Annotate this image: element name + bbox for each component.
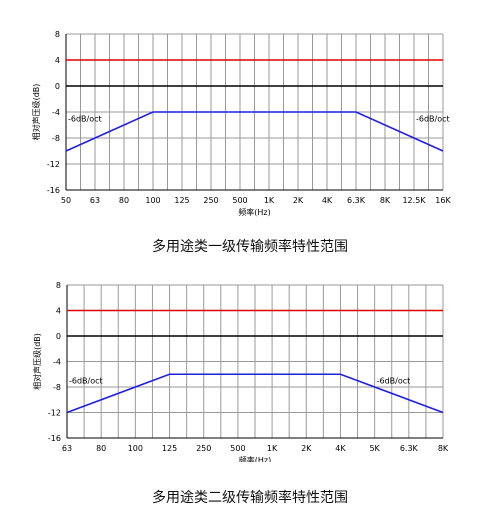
chart2-x-tick-label: 250 [196, 444, 211, 453]
chart2-x-tick-label: 6.3K [400, 444, 419, 453]
chart2-y-tick-label: -16 [48, 434, 61, 443]
chart2-slope-annotation: -6dB/oct [377, 377, 411, 386]
chart1-x-axis-label: 频率(Hz) [238, 207, 270, 217]
chart1-series-lower_limit [65, 111, 444, 152]
chart1-y-tick-label: -8 [52, 134, 60, 143]
chart1-y-tick-label: 8 [55, 30, 60, 39]
chart2-x-axis-label: 频率(Hz) [239, 455, 271, 462]
chart2-y-tick-label: 0 [56, 332, 61, 341]
chart1-x-tick-label: 8K [380, 196, 391, 205]
chart1-x-tick-label: 16K [435, 196, 451, 205]
chart1-slope-annotation: -6dB/oct [416, 115, 450, 124]
chart2-slope-annotation: -6dB/oct [69, 377, 103, 386]
chart2-x-tick-label: 5K [369, 444, 380, 453]
chart1-x-tick-label: 63 [90, 196, 100, 205]
chart2-x-tick-label: 63 [62, 444, 72, 453]
chart2-y-tick-label: -4 [53, 358, 61, 367]
chart1-x-tick-label: 2K [293, 196, 304, 205]
chart1-x-tick-label: 250 [203, 196, 218, 205]
chart1-slope-annotation: -6dB/oct [68, 115, 102, 124]
caption-class2: 多用途类二级传输频率特性范围 [152, 490, 348, 506]
chart1-y-tick-label: -12 [47, 160, 60, 169]
chart2-x-tick-label: 500 [230, 444, 245, 453]
chart1-x-tick-label: 125 [174, 196, 189, 205]
chart2-y-tick-label: -12 [48, 409, 61, 418]
chart2-y-tick-label: 4 [56, 307, 61, 316]
chart2-y-axis-label: 相对声压级(dB) [32, 333, 42, 390]
chart2-x-tick-label: 8K [438, 444, 449, 453]
chart2-x-tick-label: 125 [162, 444, 177, 453]
chart2-x-tick-label: 2K [301, 444, 312, 453]
chart1-y-tick-label: 0 [55, 82, 60, 91]
chart1-x-tick-label: 50 [61, 196, 71, 205]
chart1-y-tick-label: -4 [52, 108, 60, 117]
chart1-y-axis-label: 相对声压级(dB) [31, 84, 41, 141]
chart1-x-tick-label: 1K [264, 196, 275, 205]
chart2-x-tick-label: 100 [128, 444, 143, 453]
chart1-x-tick-label: 4K [322, 196, 333, 205]
caption-class1: 多用途类一级传输频率特性范围 [152, 239, 348, 255]
chart1-x-tick-label: 80 [119, 196, 129, 205]
chart2-x-tick-label: 1K [267, 444, 278, 453]
chart2-x-tick-label: 80 [96, 444, 106, 453]
chart1-x-tick-label: 12.5K [402, 196, 426, 205]
chart1-x-tick-label: 500 [232, 196, 247, 205]
chart2-x-tick-label: 4K [335, 444, 346, 453]
chart1-x-tick-label: 100 [145, 196, 160, 205]
chart2-series-lower_limit [66, 373, 444, 414]
chart2-y-tick-label: -8 [53, 383, 61, 392]
chart2-y-tick-label: 8 [56, 281, 61, 290]
chart1-y-tick-label: -16 [47, 186, 60, 195]
chart1-y-tick-label: 4 [55, 56, 60, 65]
chart1-x-tick-label: 6.3K [347, 196, 366, 205]
